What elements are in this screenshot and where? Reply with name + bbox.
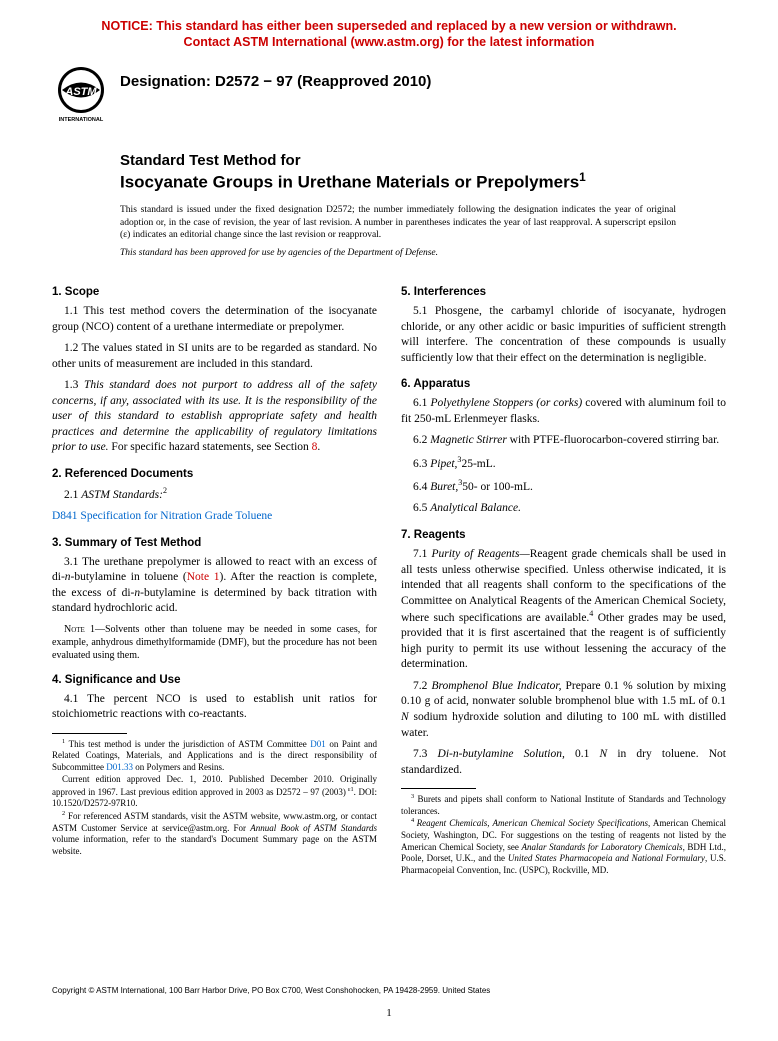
dod-note: This standard has been approved for use … (120, 248, 676, 258)
footnote-rule-left (52, 733, 127, 734)
para-3-1: 3.1 The urethane prepolymer is allowed t… (52, 555, 377, 617)
note-1-link[interactable]: Note 1 (187, 571, 220, 583)
committee-d01-link[interactable]: D01 (310, 739, 326, 749)
title-block: Standard Test Method for Isocyanate Grou… (120, 151, 726, 194)
para-6-2: 6.2 Magnetic Stirrer with PTFE-fluorocar… (401, 433, 726, 449)
section-2-head: 2. Referenced Documents (52, 468, 377, 480)
title-main: Isocyanate Groups in Urethane Materials … (120, 170, 726, 194)
para-7-3: 7.3 Di-n-butylamine Solution, 0.1 N in d… (401, 747, 726, 778)
title-intro: Standard Test Method for (120, 151, 726, 171)
para-7-2: 7.2 Bromphenol Blue Indicator, Prepare 0… (401, 679, 726, 741)
para-1-2: 1.2 The values stated in SI units are to… (52, 341, 377, 372)
page-number: 1 (0, 1007, 778, 1019)
header-row: ASTM INTERNATIONAL Designation: D2572 − … (52, 65, 726, 123)
issue-note: This standard is issued under the fixed … (120, 204, 676, 242)
main-columns: 1. Scope 1.1 This test method covers the… (52, 274, 726, 877)
section-4-head: 4. Significance and Use (52, 674, 377, 686)
footnote-3: 3 Burets and pipets shall conform to Nat… (401, 793, 726, 817)
footnote-2: 2 For referenced ASTM standards, visit t… (52, 810, 377, 858)
para-4-1: 4.1 The percent NCO is used to establish… (52, 692, 377, 723)
astm-logo: ASTM INTERNATIONAL (52, 65, 110, 123)
subcommittee-link[interactable]: D01.33 (106, 762, 133, 772)
para-6-5: 6.5 Analytical Balance. (401, 501, 726, 517)
footnote-1: 1 This test method is under the jurisdic… (52, 738, 377, 774)
section-6-head: 6. Apparatus (401, 378, 726, 390)
copyright: Copyright © ASTM International, 100 Barr… (52, 986, 490, 995)
para-1-1: 1.1 This test method covers the determin… (52, 304, 377, 335)
section-1-head: 1. Scope (52, 286, 377, 298)
para-5-1: 5.1 Phosgene, the carbamyl chloride of i… (401, 304, 726, 366)
para-2-1: 2.1 ASTM Standards:2 (52, 486, 377, 503)
para-1-3: 1.3 This standard does not purport to ad… (52, 378, 377, 456)
section-7-head: 7. Reagents (401, 529, 726, 541)
left-column: 1. Scope 1.1 This test method covers the… (52, 274, 377, 877)
section-5-head: 5. Interferences (401, 286, 726, 298)
notice-line1: NOTICE: This standard has either been su… (101, 19, 676, 33)
para-6-4: 6.4 Buret,350- or 100-mL. (401, 478, 726, 495)
footnote-1b: Current edition approved Dec. 1, 2010. P… (52, 774, 377, 810)
para-6-1: 6.1 Polyethylene Stoppers (or corks) cov… (401, 396, 726, 427)
ref-d841[interactable]: D841 Specification for Nitration Grade T… (52, 509, 377, 525)
svg-text:ASTM: ASTM (64, 86, 97, 98)
section-3-head: 3. Summary of Test Method (52, 537, 377, 549)
note-1: Note 1—Solvents other than toluene may b… (52, 623, 377, 662)
footnote-rule-right (401, 788, 476, 789)
svg-text:INTERNATIONAL: INTERNATIONAL (59, 117, 104, 123)
footnote-4: 4 Reagent Chemicals, American Chemical S… (401, 817, 726, 876)
para-7-1: 7.1 Purity of Reagents—Reagent grade che… (401, 547, 726, 673)
notice-line2: Contact ASTM International (www.astm.org… (184, 35, 595, 49)
designation: Designation: D2572 − 97 (Reapproved 2010… (120, 65, 431, 90)
notice-banner: NOTICE: This standard has either been su… (52, 18, 726, 51)
para-6-3: 6.3 Pipet,325-mL. (401, 455, 726, 472)
right-column: 5. Interferences 5.1 Phosgene, the carba… (401, 274, 726, 877)
